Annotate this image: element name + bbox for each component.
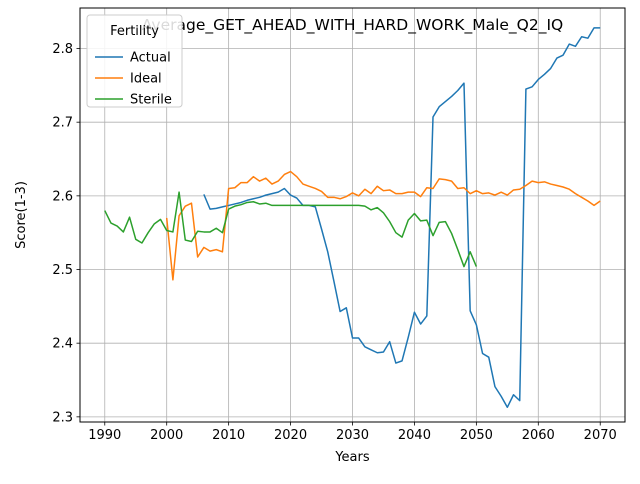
x-axis-label: Years	[334, 450, 370, 465]
chart-title: Average_GET_AHEAD_WITH_HARD_WORK_Male_Q2…	[142, 16, 564, 35]
legend-label-sterile: Sterile	[130, 93, 172, 108]
x-tick-label: 1990	[88, 428, 121, 443]
series-line-ideal	[165, 170, 601, 281]
axis-ticks: 1990 2000 2010 2020 2030 2040 2050 2060 2070 2.3 2…	[52, 42, 616, 443]
x-tick-label: 2060	[522, 428, 555, 443]
y-tick-label: 2.8	[52, 42, 73, 57]
x-tick-label: 2010	[212, 428, 245, 443]
x-tick-label: 2040	[398, 428, 431, 443]
legend-label-actual: Actual	[130, 51, 171, 66]
y-tick-label: 2.7	[52, 116, 73, 131]
series-line-sterile	[104, 191, 478, 268]
grid	[80, 8, 625, 422]
series-line-actual	[203, 27, 601, 409]
y-axis-label: Score(1-3)	[14, 181, 29, 249]
x-tick-label: 2050	[460, 428, 493, 443]
legend-title: Fertility	[110, 24, 159, 39]
series-lines	[104, 27, 601, 409]
y-tick-label: 2.4	[52, 337, 73, 352]
legend-box	[86, 14, 183, 108]
y-tick-label: 2.3	[52, 410, 73, 425]
x-tick-label: 2020	[274, 428, 307, 443]
x-tick-label: 2030	[336, 428, 369, 443]
legend-label-ideal: Ideal	[130, 72, 162, 87]
y-tick-label: 2.6	[52, 189, 73, 204]
legend: Fertility Actual Ideal Sterile	[86, 14, 183, 108]
x-tick-label: 2000	[150, 428, 183, 443]
x-tick-label: 2070	[584, 428, 617, 443]
y-tick-label: 2.5	[52, 263, 73, 278]
